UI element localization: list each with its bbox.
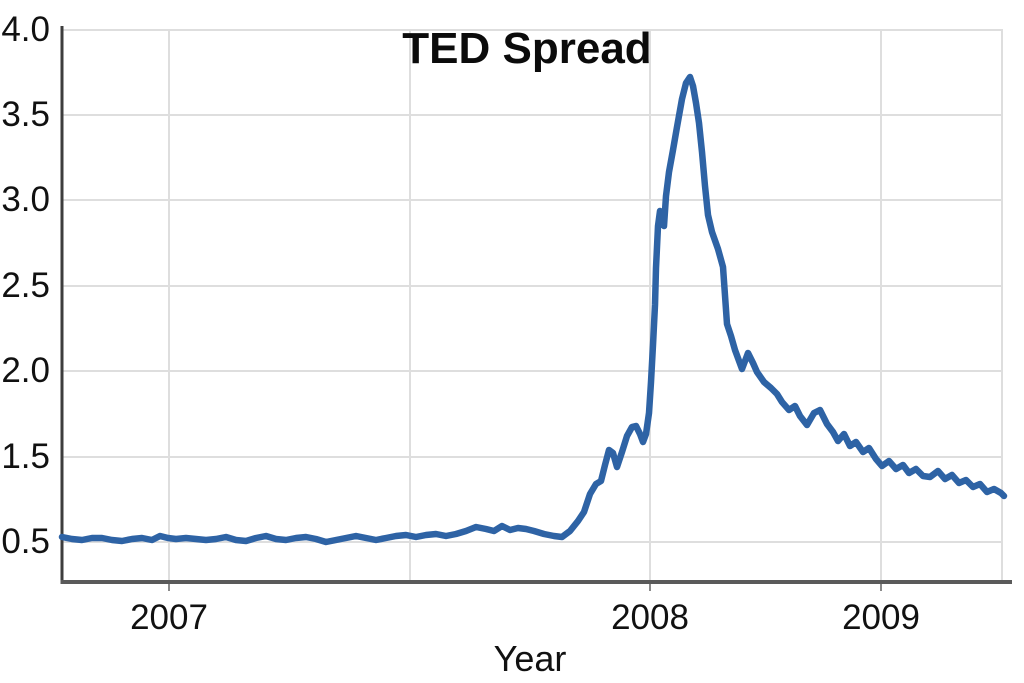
- ted-spread-line: [58, 73, 1008, 546]
- y-tick-label: 1.5: [1, 437, 50, 476]
- y-tick-label: 2.5: [1, 266, 50, 305]
- x-tick-label: 2008: [611, 598, 689, 637]
- y-tick-label: 2.0: [1, 351, 50, 390]
- y-tick-label: 3.0: [1, 180, 50, 219]
- x-tick-label: 2009: [842, 598, 920, 637]
- x-axis-title: Year: [493, 638, 567, 679]
- x-tick-label: 2007: [130, 598, 208, 637]
- y-tick-label: 0.5: [1, 522, 50, 561]
- y-tick-label: 4.0: [1, 10, 50, 49]
- y-tick-label: 3.5: [1, 95, 50, 134]
- chart-title: TED Spread: [402, 24, 652, 73]
